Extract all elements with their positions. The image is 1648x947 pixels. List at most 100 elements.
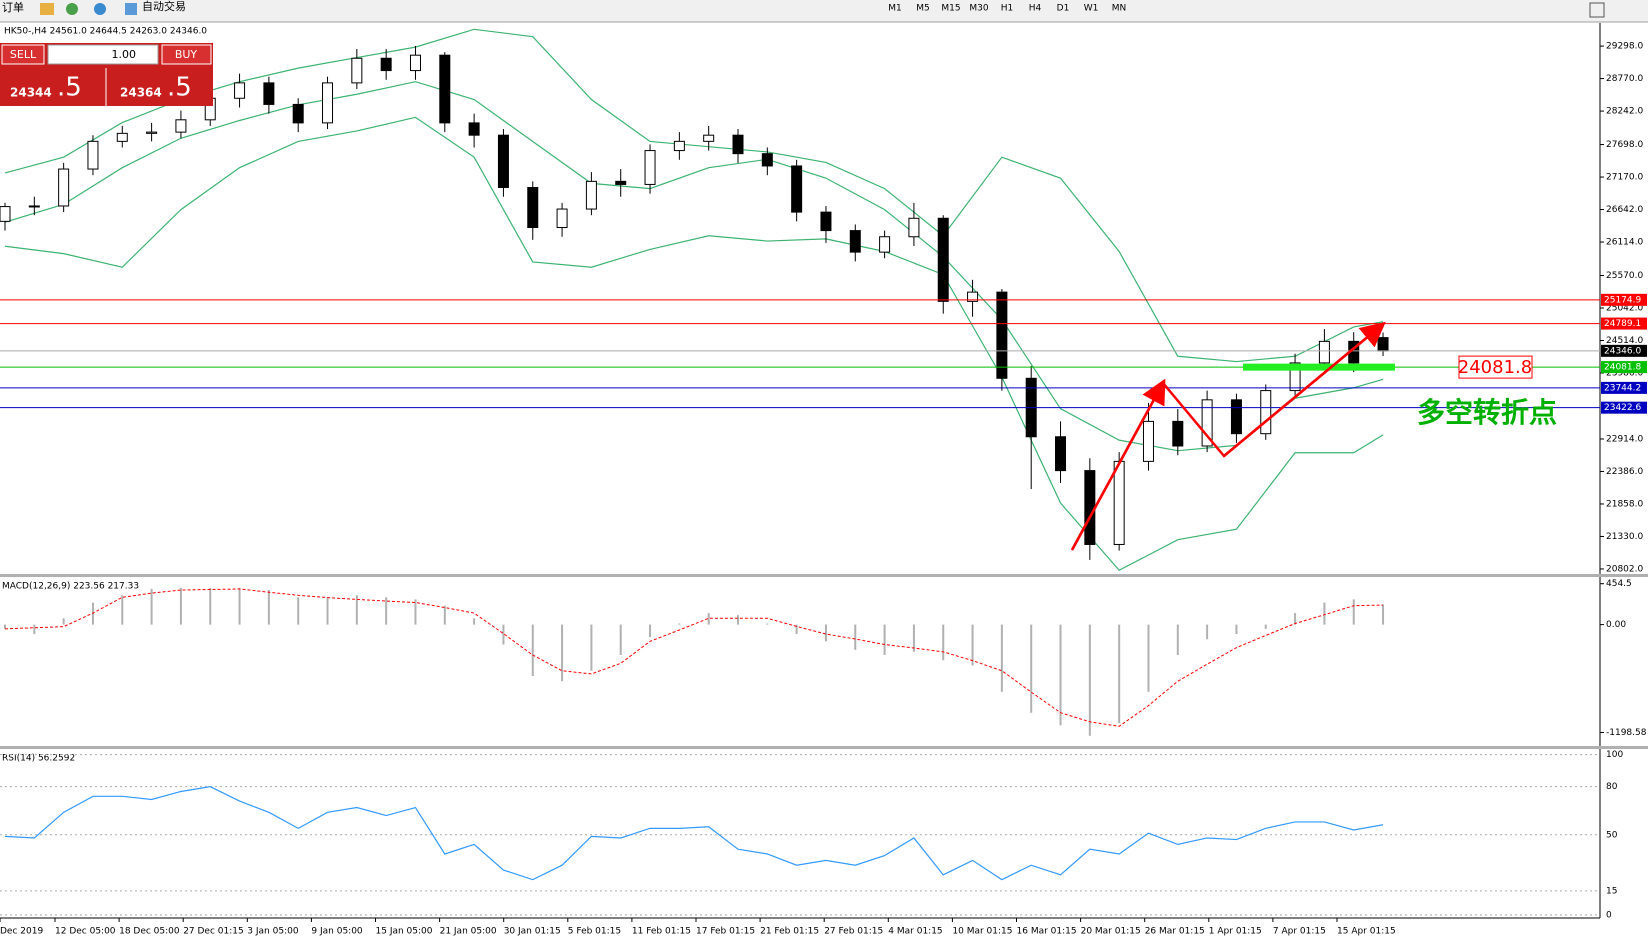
price-level-label: 24346.0: [1604, 346, 1641, 356]
timeframe[interactable]: M5: [916, 4, 930, 14]
candle-body: [380, 57, 392, 72]
price-level-label: 23422.6: [1604, 403, 1641, 413]
candle-body: [673, 140, 685, 152]
candle-body: [615, 180, 627, 185]
candle-body: [556, 208, 568, 229]
buy-price[interactable]: 24364: [120, 86, 162, 100]
y-tick-label: 0: [1606, 910, 1612, 920]
candle-body: [761, 153, 773, 167]
candle-body: [967, 291, 979, 302]
candle-body: [468, 122, 480, 136]
sell-price-frac[interactable]: .5: [57, 73, 82, 103]
x-tick-label: 11 Feb 01:15: [632, 927, 691, 937]
candle-body: [849, 230, 861, 253]
x-tick-label: 1 Apr 01:15: [1209, 927, 1262, 937]
y-tick-label: 454.5: [1606, 579, 1632, 589]
sell-price[interactable]: 24344: [10, 86, 52, 100]
x-tick-label: 7 Apr 01:15: [1273, 927, 1326, 937]
candle-body: [292, 103, 304, 124]
candle-body: [527, 187, 539, 229]
y-tick-label: 20802.0: [1606, 564, 1643, 574]
candle-body: [1289, 362, 1301, 392]
candle-body: [1260, 390, 1272, 435]
sell-button[interactable]: [1, 44, 45, 65]
chart-header: HK50-,H4 24561.0 24644.5 24263.0 24346.0: [4, 27, 207, 37]
candle-body: [351, 57, 363, 84]
candle-body: [322, 82, 334, 124]
candle-body: [644, 150, 656, 185]
buy-label[interactable]: BUY: [175, 48, 198, 61]
timeframe[interactable]: M30: [969, 4, 988, 14]
icon[interactable]: [66, 3, 78, 15]
x-tick-label: 5 Feb 01:15: [568, 927, 621, 937]
y-tick-label: 26642.0: [1606, 205, 1643, 215]
y-tick-label: 50: [1606, 830, 1618, 840]
candle-body: [28, 205, 40, 208]
x-tick-label: Dec 2019: [0, 927, 43, 937]
x-tick-label: 27 Dec 01:15: [183, 927, 244, 937]
toolbar: [0, 0, 1648, 22]
timeframe[interactable]: W1: [1084, 4, 1099, 14]
buy-price-frac[interactable]: .5: [167, 73, 192, 103]
sell-label[interactable]: SELL: [10, 48, 37, 61]
candle-body: [791, 165, 803, 213]
candle-body: [1113, 460, 1125, 545]
x-tick-label: 26 Mar 01:15: [1145, 927, 1205, 937]
candle-body: [87, 140, 99, 170]
search-icon[interactable]: [1589, 2, 1605, 18]
icon[interactable]: [94, 3, 106, 15]
y-tick-label: 100: [1606, 750, 1623, 760]
y-tick-label: 22386.0: [1606, 467, 1643, 477]
price-level-tag: [1601, 344, 1647, 357]
candle-body: [1201, 399, 1213, 447]
candle-body: [0, 206, 11, 222]
x-tick-label: 9 Jan 05:00: [311, 927, 363, 937]
rsi-line: [4, 786, 1384, 881]
band-lower: [4, 116, 1384, 572]
x-tick-label: 12 Dec 05:00: [55, 927, 116, 937]
y-tick-label: 21858.0: [1606, 499, 1643, 509]
timeframe[interactable]: M1: [888, 4, 902, 14]
macd-label: MACD(12,26,9) 223.56 217.33: [2, 582, 139, 592]
candle-body: [175, 119, 187, 133]
y-tick-label: 25042.0: [1606, 304, 1643, 314]
candle-body: [732, 134, 744, 155]
level-callout: 24081.8: [1458, 357, 1532, 378]
x-tick-label: 27 Feb 01:15: [824, 927, 883, 937]
order-menu[interactable]: 订单: [2, 1, 24, 14]
icon[interactable]: [40, 3, 54, 15]
y-tick-label: 27170.0: [1606, 173, 1643, 183]
y-tick-label: 25570.0: [1606, 271, 1643, 281]
panel-separator: [0, 574, 1648, 577]
candle-body: [996, 291, 1008, 379]
x-tick-label: 17 Feb 01:15: [696, 927, 755, 937]
y-tick-label: 21330.0: [1606, 532, 1643, 542]
arrow-head: [1223, 321, 1386, 457]
timeframe[interactable]: M15: [941, 4, 960, 14]
x-tick-label: 15 Apr 01:15: [1337, 927, 1396, 937]
candle-body: [439, 54, 451, 124]
lot-value[interactable]: 1.00: [112, 48, 137, 61]
x-tick-label: 20 Mar 01:15: [1081, 927, 1141, 937]
timeframe[interactable]: H4: [1029, 4, 1042, 14]
x-tick-label: 18 Dec 05:00: [119, 927, 180, 937]
arrow-head: [1070, 378, 1166, 551]
price-level-tag: [1601, 361, 1647, 374]
candle-body: [263, 82, 275, 105]
candle-body: [58, 168, 70, 207]
timeframe[interactable]: D1: [1057, 4, 1070, 14]
x-tick-label: 15 Jan 05:00: [376, 927, 433, 937]
candle-body: [879, 236, 891, 253]
timeframe[interactable]: MN: [1112, 4, 1127, 14]
price-level-label: 24789.1: [1604, 319, 1641, 329]
icon[interactable]: [125, 3, 137, 15]
candle-body: [820, 211, 832, 232]
price-level-label: 23744.2: [1604, 383, 1641, 393]
lot-input[interactable]: [47, 44, 159, 65]
x-tick-label: 21 Jan 05:00: [440, 927, 497, 937]
timeframe[interactable]: H1: [1001, 4, 1014, 14]
y-tick-label: 28770.0: [1606, 74, 1643, 84]
auto-trading[interactable]: 自动交易: [142, 0, 186, 13]
buy-button[interactable]: [161, 44, 212, 65]
y-tick-label: -1198.58: [1606, 728, 1647, 738]
